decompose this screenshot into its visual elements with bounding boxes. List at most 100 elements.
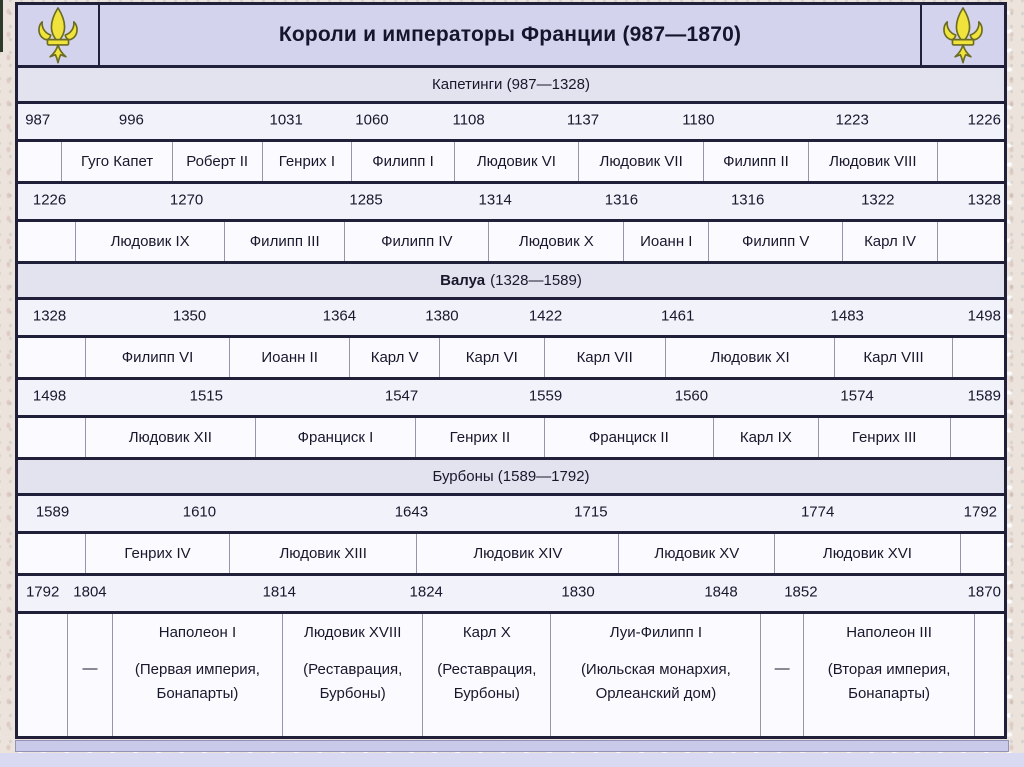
names-row: Гуго Капет Роберт II Генрих I Филипп I Людов… — [18, 142, 1004, 184]
king-cell: Людовик XV — [618, 534, 774, 573]
empty-cell — [959, 534, 1004, 573]
king-cell: Гуго Капет — [61, 142, 171, 181]
year-label: 1589 — [967, 387, 1001, 405]
year-label: 1498 — [32, 387, 67, 405]
section-row: Валуа (1328—1589) — [18, 264, 1004, 300]
king-cell: Филипп III — [224, 222, 344, 261]
year-label: 1316 — [604, 191, 639, 209]
year-label: 1792 — [25, 583, 60, 601]
ruler-name: Людовик XVIII — [303, 624, 402, 641]
years-row: 1498 1515 1547 1559 1560 1574 1589 — [18, 380, 1004, 418]
year-label: 1285 — [349, 191, 383, 209]
king-cell: Людовик X — [488, 222, 623, 261]
ruler-description: (Реставрация, Бурбоны) — [437, 660, 537, 702]
king-cell: Карл IV — [842, 222, 937, 261]
king-cell: Генрих I — [261, 142, 352, 181]
bottom-band — [0, 753, 1024, 767]
section-label: Бурбоны (1589—1792) — [432, 468, 590, 485]
year-label: 1515 — [189, 387, 223, 405]
year-label: 1364 — [322, 307, 357, 325]
king-cell: Роберт II — [171, 142, 262, 181]
king-cell: Людовик XI — [664, 338, 835, 377]
year-label: 1322 — [861, 191, 895, 209]
ruler-name: Наполеон I — [158, 624, 237, 641]
names-row: Генрих IV Людовик XIII Людовик XIV Людовик … — [18, 534, 1004, 576]
year-label: 1316 — [730, 191, 765, 209]
section-row: Бурбоны (1589—1792) — [18, 460, 1004, 496]
year-label: 1422 — [528, 307, 563, 325]
empty-cell — [18, 142, 61, 181]
year-label: 1610 — [182, 503, 217, 521]
year-label: 1461 — [660, 307, 695, 325]
year-label: 1328 — [32, 307, 67, 325]
king-cell: Иоанн I — [623, 222, 708, 261]
king-cell: Людовик VII — [578, 142, 703, 181]
king-cell: Генрих III — [817, 418, 950, 457]
year-label: 1589 — [35, 503, 70, 521]
king-cell: Карл VI — [439, 338, 544, 377]
king-cell: Иоанн II — [229, 338, 349, 377]
names-row: Филипп VI Иоанн II Карл V Карл VI Карл VII Лю… — [18, 338, 1004, 380]
timeline-body: Капетинги (987—1328) 987 996 1031 1060 1108 11… — [18, 68, 1004, 736]
empty-cell — [18, 534, 85, 573]
king-cell: Филипп VI — [85, 338, 229, 377]
king-cell: Карл V — [349, 338, 439, 377]
king-cell: Людовик IX — [75, 222, 224, 261]
ruler-description: (Первая империя, Бонапарты) — [134, 660, 260, 702]
king-cell: Филипп I — [351, 142, 454, 181]
empty-cell — [949, 418, 1004, 457]
names-row: Людовик XII Франциск I Генрих II Франциск I… — [18, 418, 1004, 460]
years-row: 987 996 1031 1060 1108 1137 1180 1223 1226 — [18, 104, 1004, 142]
empty-cell — [18, 418, 85, 457]
empty-cell — [18, 222, 75, 261]
year-label: 1483 — [830, 307, 864, 325]
year-label: 1226 — [32, 191, 67, 209]
years-row: 1589 1610 1643 1715 1774 1792 — [18, 496, 1004, 534]
empty-cell — [18, 614, 67, 736]
year-label: 1830 — [561, 583, 595, 601]
year-label: 1792 — [963, 503, 998, 521]
dash-cell: — — [67, 614, 111, 736]
dash-mark: — — [82, 659, 98, 677]
king-cell: Людовик VI — [453, 142, 578, 181]
year-label: 1824 — [409, 583, 443, 601]
year-label: 1643 — [394, 503, 429, 521]
king-cell: Генрих II — [415, 418, 543, 457]
king-cell: Генрих IV — [85, 534, 229, 573]
king-cell: Карл VIII — [834, 338, 951, 377]
ruler-name: Карл X — [462, 624, 511, 641]
king-cell: Филипп II — [703, 142, 808, 181]
year-label: 1350 — [172, 307, 207, 325]
king-cell: Людовик VIII — [807, 142, 937, 181]
king-cell: Филипп V — [708, 222, 842, 261]
ruler-name: Наполеон III — [846, 624, 932, 641]
empty-cell — [18, 338, 85, 377]
year-label: 1559 — [528, 387, 563, 405]
reigns-row: — Наполеон I (Первая империя, Бонапарты) Лю… — [18, 614, 1004, 736]
fleur-de-lis-icon — [920, 5, 1004, 65]
year-label: 1137 — [566, 111, 600, 129]
year-label: 987 — [25, 111, 51, 129]
king-cell: Франциск I — [254, 418, 416, 457]
year-label: 1848 — [704, 583, 738, 601]
dash-mark: — — [774, 659, 790, 677]
king-cell: Франциск II — [543, 418, 714, 457]
year-label: 1814 — [262, 583, 296, 601]
ruler-cell: Луи-Филипп I (Июльская монархия, Орлеанск… — [550, 614, 760, 736]
king-cell: Филипп IV — [344, 222, 488, 261]
ruler-description: (Вторая империя, Бонапарты) — [827, 660, 951, 702]
year-label: 1560 — [674, 387, 709, 405]
empty-cell — [974, 614, 1004, 736]
year-label: 1226 — [967, 111, 1001, 129]
year-label: 996 — [118, 111, 144, 129]
empty-cell — [951, 338, 1004, 377]
king-cell: Людовик XVI — [774, 534, 959, 573]
king-cell: Карл IX — [713, 418, 818, 457]
years-row: 1226 1270 1285 1314 1316 1316 1322 1328 — [18, 184, 1004, 222]
ruler-name: Луи-Филипп I — [609, 624, 703, 641]
king-cell: Людовик XIV — [416, 534, 618, 573]
empty-cell — [936, 142, 1004, 181]
fleur-de-lis-icon — [18, 5, 100, 65]
year-label: 1852 — [784, 583, 818, 601]
